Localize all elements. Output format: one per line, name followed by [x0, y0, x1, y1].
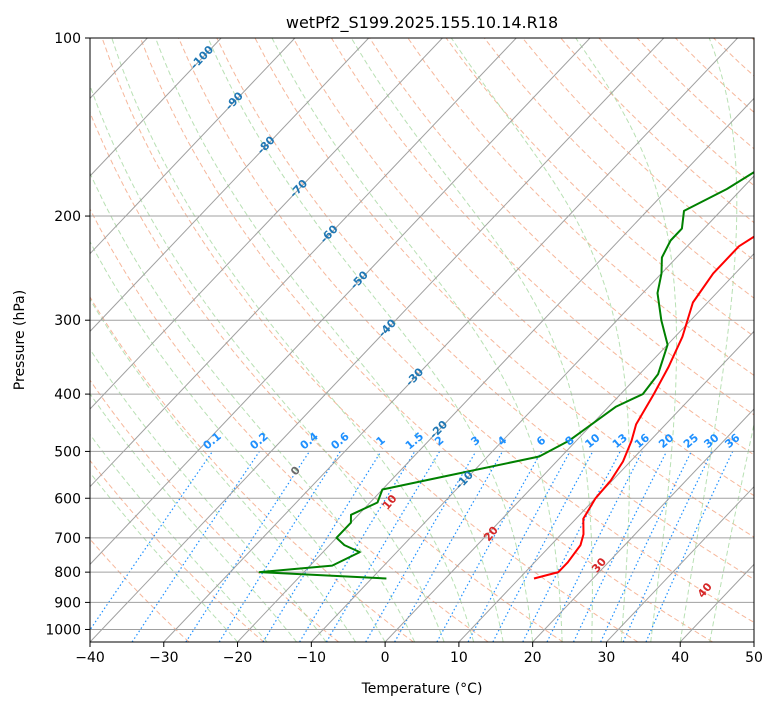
x-tick-label: −10: [297, 650, 327, 666]
dry-adiabat-line: [90, 538, 190, 642]
moist-adiabats: [90, 38, 754, 642]
x-tick-label: 40: [671, 650, 689, 666]
x-tick-label: 10: [450, 650, 468, 666]
y-tick-label: 100: [54, 31, 81, 47]
pressure-gridlines: [90, 38, 754, 630]
isotherm-gridline: [90, 38, 296, 255]
temperature-profile-line: [533, 235, 754, 580]
y-tick-label: 500: [54, 444, 81, 460]
plot-area: -100-90-80-70-60-50-40-30-20-10010203040…: [90, 38, 754, 642]
dry-adiabat-line: [369, 38, 754, 416]
dry-adiabat-line: [101, 38, 639, 642]
isotherm-gridline: [310, 175, 754, 642]
y-tick-label: 300: [54, 313, 81, 329]
y-tick-label: 900: [54, 595, 81, 611]
isotherm-gridline: [90, 38, 665, 642]
x-tick-label: 50: [745, 650, 763, 666]
x-tick-label: −40: [75, 650, 105, 666]
moist-adiabat-line: [450, 38, 630, 642]
mixing-ratio-line: [436, 451, 543, 642]
x-axis: −40 −30 −20 −10 0 10 20 30 40 50: [75, 642, 763, 666]
dry-adiabat-line: [90, 207, 489, 642]
isotherm-gridline: [606, 485, 754, 642]
isotherm-gridline: [90, 38, 222, 177]
moist-adiabat-line: [90, 348, 327, 642]
mixing-ratio-line: [262, 451, 382, 642]
moist-adiabat-line: [155, 38, 504, 642]
x-axis-title: Temperature (°C): [361, 681, 483, 697]
x-tick-label: 30: [598, 650, 616, 666]
dry-adiabat-line: [216, 38, 754, 580]
isotherm-gridline: [237, 97, 754, 642]
isotherm-gridline: [90, 38, 443, 410]
y-tick-label: 200: [54, 209, 81, 225]
isotherm-gridline: [458, 330, 754, 642]
x-tick-label: −30: [149, 650, 179, 666]
isotherm-gridline: [90, 38, 591, 566]
x-tick-label: −20: [223, 650, 253, 666]
dry-adiabat-line: [292, 38, 754, 497]
y-tick-label: 700: [54, 531, 81, 547]
moist-adiabat-line: [679, 38, 738, 642]
moist-adiabat-line: [350, 38, 593, 642]
isotherm-gridline: [532, 408, 754, 642]
moist-adiabat-line: [90, 298, 357, 642]
y-tick-label: 400: [54, 387, 81, 403]
dry-adiabat-line: [178, 38, 754, 623]
profile-lines: [258, 170, 754, 580]
x-tick-label: 20: [524, 650, 542, 666]
dry-adiabat-line: [139, 38, 713, 642]
y-axis: 100 200 300 400 500 600 700 800 900 1000: [45, 31, 90, 638]
dry-adiabat-line: [90, 111, 564, 642]
mixing-ratio-line: [185, 451, 310, 642]
mixing-ratio-line: [218, 451, 341, 642]
y-axis-title: Pressure (hPa): [12, 290, 28, 390]
moist-adiabat-line: [90, 471, 238, 642]
moist-adiabat-line: [271, 38, 563, 642]
dry-adiabats: [90, 38, 754, 642]
y-tick-label: 800: [54, 565, 81, 581]
plot-frame: [89, 37, 755, 643]
dry-adiabat-line: [90, 459, 265, 642]
chart-title: wetPf2_S199.2025.155.10.14.R18: [286, 13, 558, 33]
isotherm-gridline: [90, 38, 517, 488]
mixing-ratio-line: [90, 451, 213, 632]
y-tick-label: 600: [54, 491, 81, 507]
isotherm-gridline: [384, 252, 754, 642]
moist-adiabat-line: [90, 84, 445, 642]
moist-adiabat-line: [709, 421, 754, 642]
isotherm-gridline: [90, 38, 370, 333]
moist-adiabat-line: [207, 38, 534, 642]
mixing-ratio-line: [467, 451, 571, 642]
dewpoint-profile-line: [258, 170, 754, 580]
isotherm-gridline: [163, 38, 738, 642]
moist-adiabat-line: [111, 38, 475, 642]
mixing-ratio-line: [546, 451, 643, 642]
dry-adiabat-line: [407, 38, 754, 376]
moist-adiabat-line: [90, 240, 386, 642]
x-tick-label: 0: [381, 650, 390, 666]
moist-adiabat-line: [575, 38, 678, 642]
y-tick-label: 1000: [45, 622, 81, 638]
isotherm-gridlines: [90, 38, 754, 642]
mixing-ratio-line: [394, 451, 504, 642]
dry-adiabat-line: [483, 38, 754, 299]
